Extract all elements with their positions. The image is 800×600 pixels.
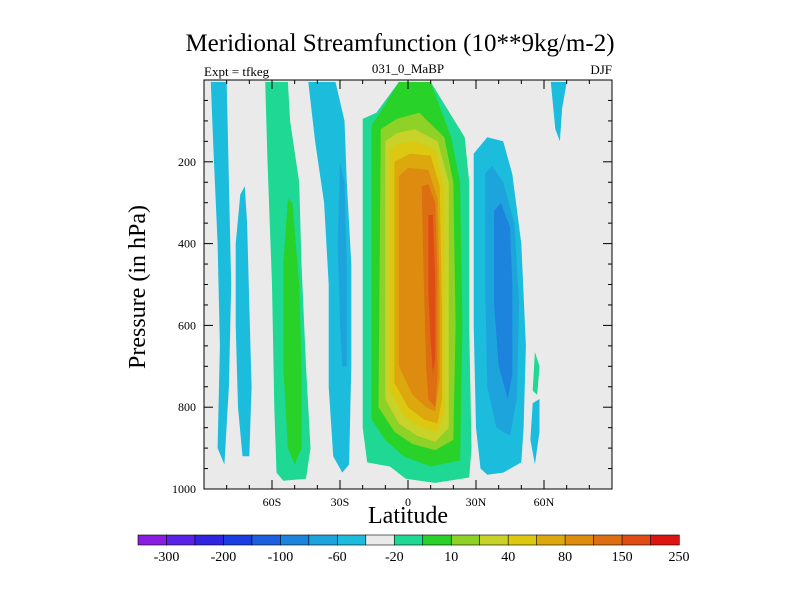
y-tick-label: 400	[178, 237, 196, 251]
colorbar-swatch	[564, 534, 595, 546]
contour-region	[532, 352, 540, 395]
colorbar-swatch	[479, 534, 509, 546]
x-tick-label: 30N	[466, 495, 487, 509]
colorbar-swatch	[337, 534, 367, 546]
colorbar-swatch	[393, 534, 424, 546]
colorbar-label: -20	[385, 550, 404, 565]
x-tick-label: 60N	[534, 495, 555, 509]
colorbar-label: 10	[444, 550, 458, 565]
colorbar-label: 80	[558, 550, 572, 565]
y-axis-label: Pressure (in hPa)	[125, 205, 151, 369]
y-tick-label: 600	[178, 318, 196, 332]
run-label: 031_0_MaBP	[371, 61, 445, 76]
colorbar-label: -60	[328, 550, 347, 565]
contour-region	[283, 198, 302, 465]
colorbar-swatch	[422, 534, 452, 546]
contour-region	[550, 82, 567, 142]
colorbar-swatch	[536, 534, 566, 546]
y-tick-label: 800	[178, 400, 196, 414]
contour-fields	[210, 82, 567, 483]
x-tick-label: 30S	[331, 495, 350, 509]
contour-region	[530, 399, 540, 465]
contour-region	[210, 82, 232, 465]
x-tick-label: 60S	[263, 495, 282, 509]
x-tick-label: 0	[405, 495, 411, 509]
season-label: DJF	[590, 62, 612, 77]
x-axis-label: Latitude	[368, 503, 448, 529]
colorbar-swatch	[650, 534, 680, 546]
colorbar-label: -200	[211, 550, 237, 565]
chart-title: Meridional Streamfunction (10**9kg/m-2)	[185, 30, 615, 57]
y-tick-label: 1000	[172, 482, 196, 496]
colorbar-swatch	[450, 534, 481, 546]
colorbar-swatch	[621, 534, 652, 546]
colorbar-label: 40	[501, 550, 515, 565]
colorbar-swatch	[166, 534, 196, 546]
colorbar-swatch	[280, 534, 310, 546]
contour-region	[494, 202, 513, 399]
colorbar-swatch	[365, 534, 395, 546]
colorbar-swatch	[507, 534, 538, 546]
colorbar-label: 250	[669, 550, 690, 565]
colorbar-swatch	[223, 534, 253, 546]
colorbar-swatch	[308, 534, 338, 546]
colorbar-swatch	[593, 534, 623, 546]
experiment-label: Expt = tfkeg	[204, 64, 270, 79]
colorbar-swatch	[251, 534, 281, 546]
contour-region	[337, 161, 347, 367]
axes: 60S 30S 0 30N 60N 200 400 600 800 1000	[172, 80, 612, 509]
colorbar-swatch	[137, 534, 168, 546]
y-tick-label: 200	[178, 155, 196, 169]
colorbar-swatch	[194, 534, 225, 546]
colorbar-label: -100	[268, 550, 294, 565]
colorbar: -300 -200 -100 -60 -20 10 40 80 150 250	[137, 534, 690, 565]
colorbar-label: -300	[154, 550, 180, 565]
colorbar-label: 150	[612, 550, 633, 565]
contour-region	[428, 215, 436, 375]
contour-region	[235, 186, 252, 457]
